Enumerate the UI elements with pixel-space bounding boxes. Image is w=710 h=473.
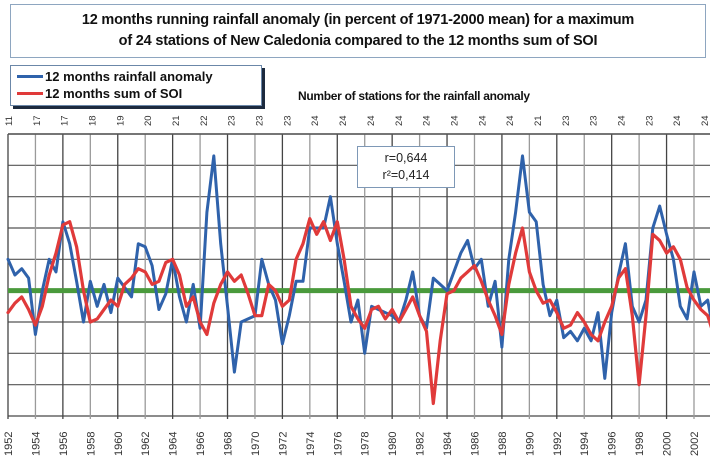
secondary-axis-title: Number of stations for the rainfall anom… (298, 89, 530, 103)
x-tick-label: 1962 (140, 432, 152, 456)
x-tick-label: 1960 (113, 432, 125, 456)
station-count-label: 23 (561, 115, 572, 126)
correlation-annotation: r=0,644 r²=0,414 (357, 146, 455, 188)
soi-line (6, 217, 710, 406)
x-tick-label: 1984 (442, 432, 454, 456)
x-tick-label: 1956 (58, 432, 70, 456)
x-tick-label: 1958 (85, 432, 97, 456)
station-count-label: 17 (32, 115, 43, 126)
chart-title-line-2: of 24 stations of New Caledonia compared… (118, 33, 598, 49)
legend-swatch-rainfall (17, 75, 43, 78)
x-tick-label: 1988 (497, 432, 509, 456)
station-count-label: 24 (477, 115, 488, 126)
rainfall-anomaly-line (6, 154, 710, 380)
station-count-label: 19 (115, 115, 126, 126)
station-count-label: 23 (644, 115, 655, 126)
x-tick-label: 2002 (689, 432, 701, 456)
x-tick-label: 1990 (524, 432, 536, 456)
station-count-label: 24 (394, 115, 405, 126)
x-tick-label: 1966 (195, 432, 207, 456)
correlation-r: r=0,644 (384, 151, 428, 165)
station-count-label: 23 (227, 115, 238, 126)
x-tick-label: 1986 (469, 432, 481, 456)
station-count-label: 23 (589, 115, 600, 126)
station-count-label: 24 (422, 115, 433, 126)
legend-label-soi: 12 months sum of SOI (45, 86, 183, 101)
station-count-label: 21 (533, 115, 544, 126)
station-count-label: 24 (700, 115, 710, 126)
chart-title: 12 months running rainfall anomaly (in p… (10, 4, 706, 58)
legend-item-soi: 12 months sum of SOI (17, 85, 261, 102)
station-count-label: 24 (616, 115, 627, 126)
legend-label-rainfall: 12 months rainfall anomaly (45, 69, 213, 84)
correlation-r2: r²=0,414 (382, 168, 430, 182)
legend-swatch-soi (17, 92, 43, 95)
x-tick-label: 1964 (168, 432, 180, 456)
x-tick-label: 1992 (552, 432, 564, 456)
x-tick-label: 1972 (277, 432, 289, 456)
x-tick-label: 1978 (360, 432, 372, 456)
station-count-label: 20 (143, 115, 154, 126)
station-count-label: 24 (449, 115, 460, 126)
station-count-label: 23 (282, 115, 293, 126)
station-count-label: 24 (310, 115, 321, 126)
x-tick-label: 1982 (415, 432, 427, 456)
x-tick-label: 1970 (250, 432, 262, 456)
x-tick-label: 1998 (634, 432, 646, 456)
station-count-label: 18 (88, 115, 99, 126)
x-tick-label: 1994 (579, 432, 591, 456)
x-tick-label: 1952 (3, 432, 15, 456)
station-count-label: 21 (171, 115, 182, 126)
station-count-label: 24 (338, 115, 349, 126)
station-count-label: 23 (255, 115, 266, 126)
x-tick-labels: 1952 1954 1956 1958 1960 1962 1964 1966 1968 1970… (3, 432, 701, 456)
station-labels: 11 17 17 18 19 20 21 22 23 23 23 24 24 24 24 24 24 24 24 21… (4, 115, 710, 126)
x-tick-label: 1976 (332, 432, 344, 456)
x-tick-label: 1968 (223, 432, 235, 456)
legend-item-rainfall: 12 months rainfall anomaly (17, 68, 261, 85)
station-count-label: 22 (199, 115, 210, 126)
legend: 12 months rainfall anomaly 12 months sum… (10, 65, 262, 106)
station-count-label: 24 (672, 115, 683, 126)
series-lines (6, 154, 710, 406)
x-tick-label: 1954 (30, 432, 42, 456)
station-count-label: 17 (60, 115, 71, 126)
station-count-label: 11 (4, 116, 15, 126)
station-count-label: 24 (366, 115, 377, 126)
x-tick-label: 1996 (607, 432, 619, 456)
x-tick-label: 1974 (305, 432, 317, 456)
station-count-label: 24 (505, 115, 516, 126)
x-tick-label: 1980 (387, 432, 399, 456)
chart-title-line-1: 12 months running rainfall anomaly (in p… (81, 12, 635, 28)
x-tick-label: 2000 (662, 432, 674, 456)
